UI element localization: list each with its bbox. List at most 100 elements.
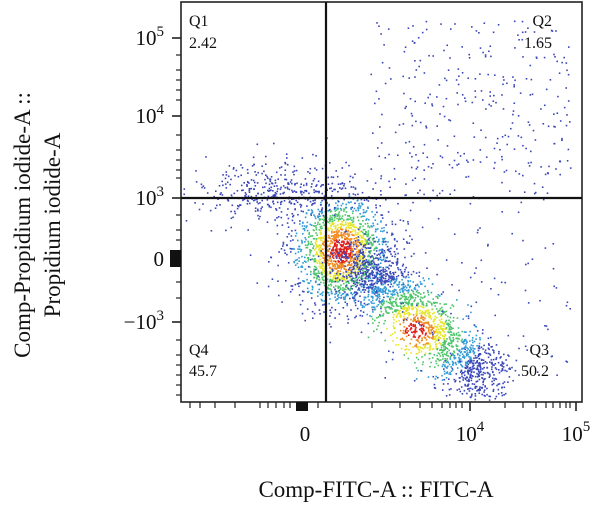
event-dot [452, 354, 455, 357]
event-dot [479, 365, 481, 367]
event-dot [373, 330, 375, 333]
event-dot [479, 388, 481, 391]
event-dot [445, 79, 448, 82]
event-dot [567, 148, 570, 151]
event-dot [459, 390, 462, 393]
event-dot [481, 362, 484, 365]
event-dot [370, 255, 372, 258]
event-dot [331, 223, 333, 226]
event-dot [440, 321, 442, 324]
event-dot [421, 330, 423, 333]
event-dot [382, 267, 385, 269]
event-dot [316, 223, 319, 226]
event-dot [332, 252, 334, 255]
event-dot [501, 365, 504, 367]
event-dot [424, 313, 426, 316]
event-dot [328, 203, 330, 206]
event-dot [376, 279, 379, 281]
event-dot [457, 68, 460, 70]
event-dot [360, 198, 363, 201]
event-dot [293, 260, 295, 263]
event-dot [416, 313, 419, 315]
event-dot [299, 282, 302, 284]
event-dot [391, 304, 393, 307]
event-dot [335, 272, 338, 275]
event-dot [315, 246, 318, 249]
event-dot [306, 205, 308, 207]
event-dot [310, 280, 312, 282]
event-dot [367, 336, 370, 339]
event-dot [427, 311, 430, 313]
event-dot [343, 253, 346, 256]
event-dot [306, 287, 309, 290]
event-dot [371, 288, 373, 290]
event-dot [495, 395, 498, 398]
event-dot [276, 233, 279, 235]
event-dot [274, 182, 277, 184]
event-dot [351, 256, 353, 258]
event-dot [345, 229, 347, 231]
event-dot [440, 310, 443, 312]
event-dot [421, 283, 423, 285]
event-dot [313, 268, 315, 271]
event-dot [393, 239, 396, 241]
event-dot [417, 305, 420, 307]
event-dot [334, 265, 337, 268]
event-dot [395, 302, 397, 305]
event-dot [414, 299, 416, 301]
event-dot [490, 288, 492, 290]
event-dot [376, 257, 379, 259]
event-dot [452, 320, 455, 322]
event-dot [417, 319, 419, 321]
event-dot [440, 327, 442, 329]
event-dot [410, 303, 412, 306]
event-dot [332, 176, 335, 179]
event-dot [376, 274, 378, 276]
event-dot [390, 303, 392, 305]
event-dot [483, 391, 485, 393]
event-dot [556, 374, 558, 376]
event-dot [432, 336, 435, 338]
event-dot [442, 312, 445, 315]
event-dot [359, 234, 361, 237]
event-dot [468, 379, 470, 382]
event-dot [545, 325, 548, 327]
event-dot [361, 280, 364, 283]
event-dot [310, 273, 312, 276]
event-dot [302, 228, 305, 230]
event-dot [454, 357, 457, 359]
event-dot [471, 362, 474, 364]
event-dot [381, 251, 383, 254]
event-dot [356, 246, 358, 249]
event-dot [470, 396, 472, 399]
event-dot [337, 281, 340, 283]
event-dot [359, 270, 362, 273]
event-dot [421, 303, 423, 305]
event-dot [334, 239, 336, 242]
event-dot [420, 283, 422, 285]
event-dot [425, 125, 427, 127]
event-dot [311, 285, 314, 288]
event-dot [398, 281, 401, 284]
event-dot [357, 219, 360, 222]
event-dot [365, 273, 367, 275]
event-dot [389, 281, 392, 284]
event-dot [368, 251, 370, 253]
event-dot [314, 190, 317, 192]
plot-frame [180, 1, 583, 403]
event-dot [490, 105, 492, 107]
event-dot [336, 274, 338, 276]
event-dot [428, 324, 431, 327]
event-dot [343, 298, 345, 300]
event-dot [362, 264, 364, 266]
event-dot [336, 204, 339, 207]
event-dot [336, 175, 339, 178]
event-dot [352, 186, 355, 188]
event-dot [352, 220, 355, 222]
event-dot [398, 283, 400, 286]
event-dot [363, 260, 366, 262]
event-dot [350, 270, 353, 273]
event-dot [446, 371, 449, 373]
event-dot [301, 299, 304, 302]
event-dot [443, 323, 445, 326]
